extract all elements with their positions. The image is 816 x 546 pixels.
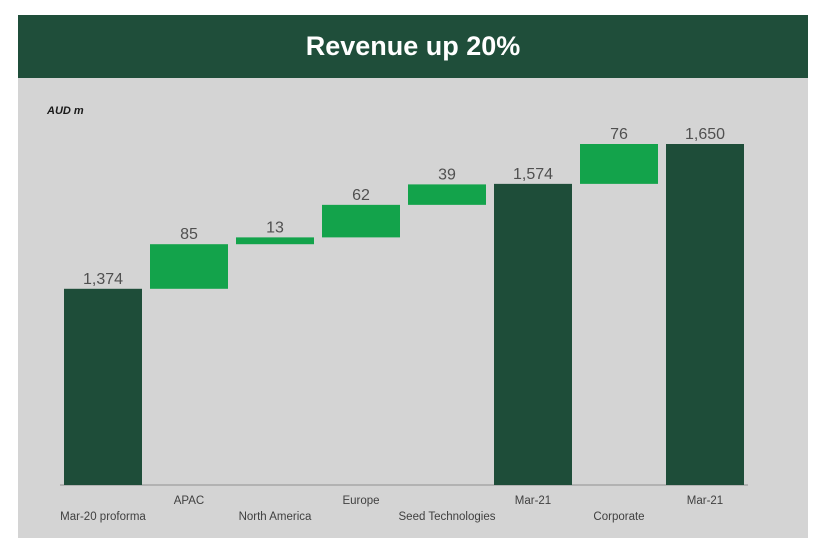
page-title: Revenue up 20% [305, 31, 521, 61]
category-tick-label: APAC [174, 495, 204, 507]
title-banner: Revenue up 20% [18, 15, 808, 78]
data-label: 39 [438, 166, 456, 183]
data-label: 1,374 [83, 271, 123, 288]
category-tick-label: Mar-20 proforma [60, 511, 146, 523]
increase-bar [236, 237, 314, 245]
increase-bar [580, 144, 658, 184]
data-label: 13 [266, 219, 284, 236]
y-axis-unit-label: AUD m [47, 105, 84, 117]
data-label: 62 [352, 187, 370, 204]
data-label: 85 [180, 226, 198, 243]
category-tick-label: Seed Technologies [399, 511, 496, 523]
increase-bar [150, 244, 228, 289]
total-bar [64, 288, 142, 485]
increase-bar [408, 184, 486, 205]
category-tick-label: Mar-21 [687, 495, 723, 507]
category-tick-label: North America [239, 511, 312, 523]
increase-bar [322, 204, 400, 238]
total-bar [494, 183, 572, 485]
category-tick-label: Mar-21 [515, 495, 551, 507]
category-tick-label: Europe [342, 495, 379, 507]
total-bar [666, 144, 744, 485]
category-tick-label: Corporate [593, 511, 644, 523]
data-label: 1,574 [513, 166, 553, 183]
data-label: 76 [610, 126, 628, 143]
data-label: 1,650 [685, 126, 725, 143]
